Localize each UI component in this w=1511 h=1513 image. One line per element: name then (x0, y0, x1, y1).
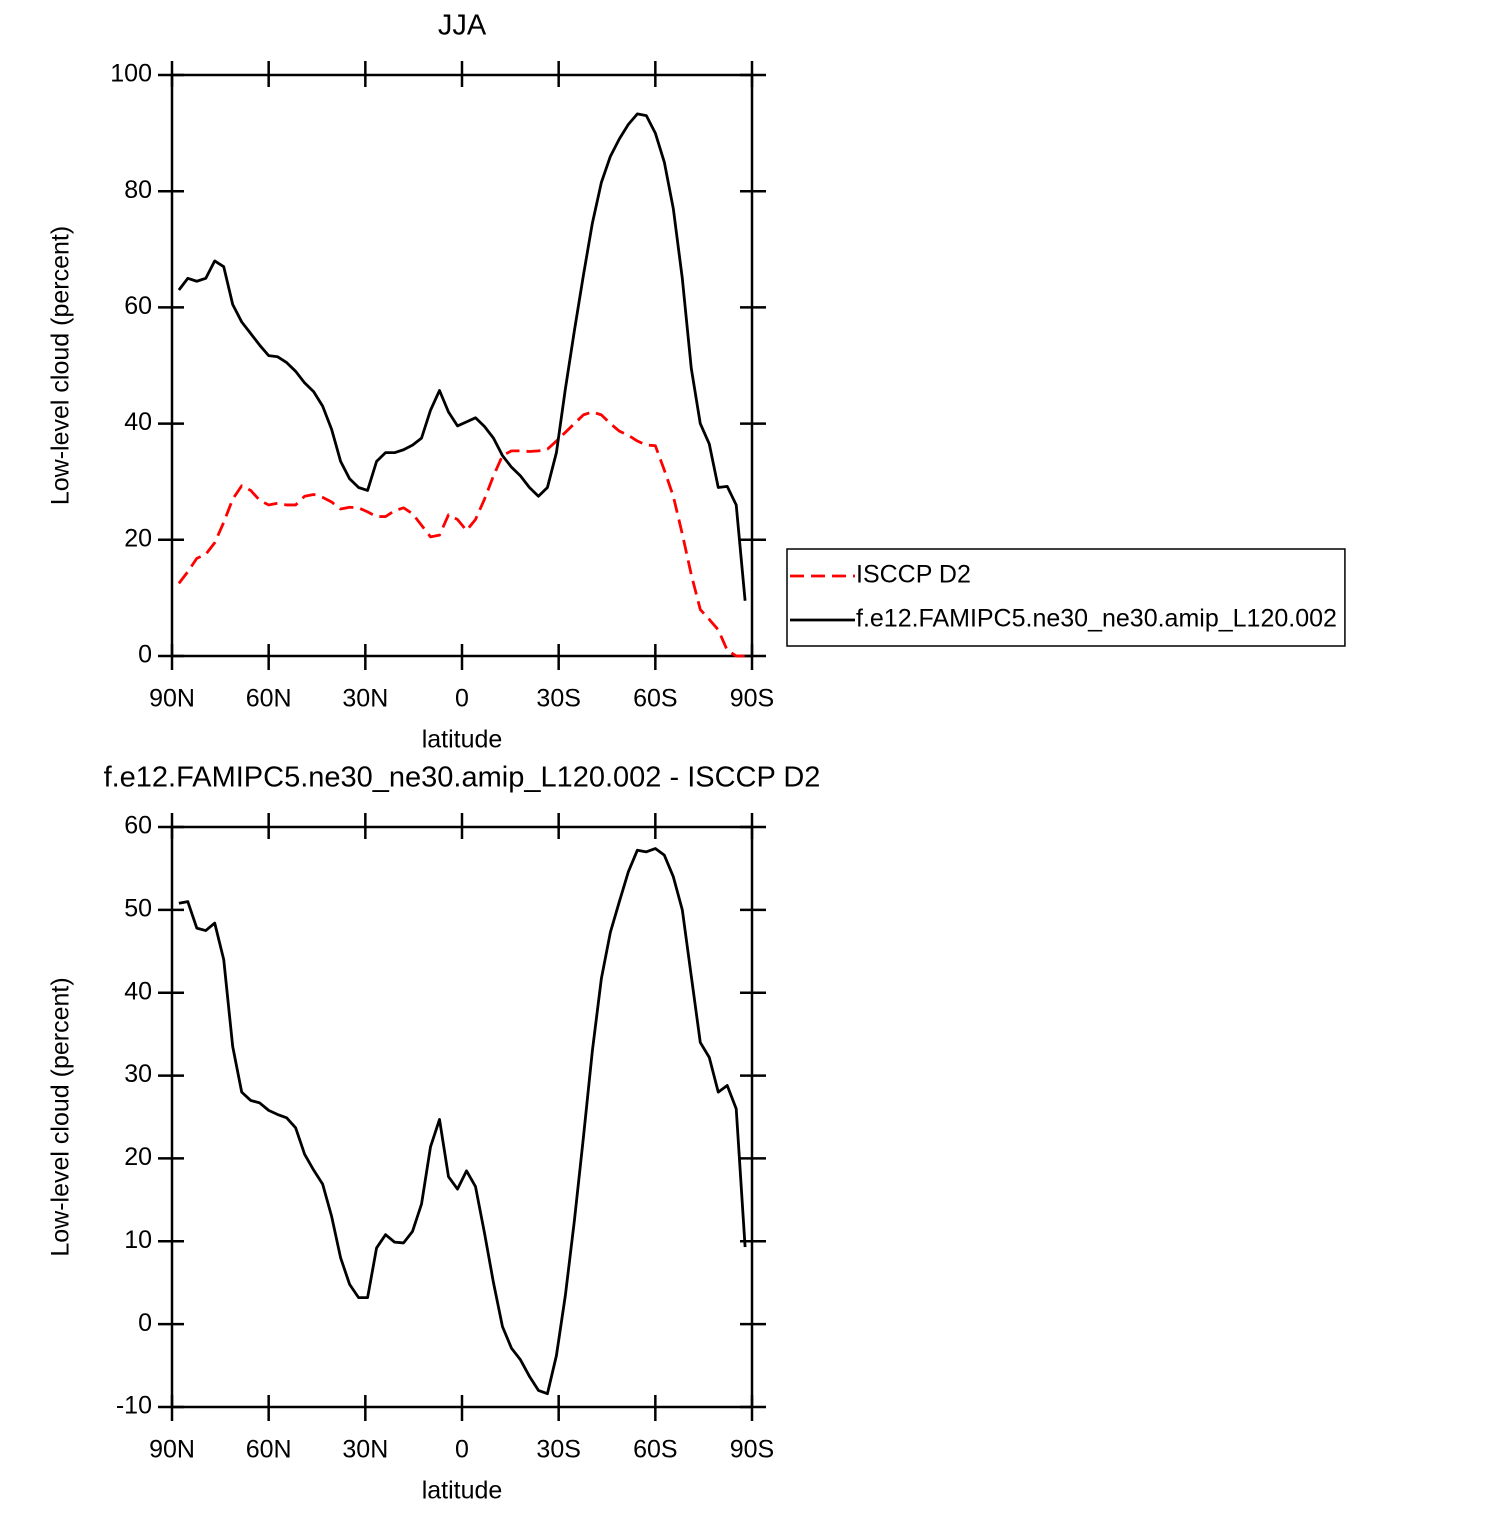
y-tick-label: 60 (124, 812, 152, 840)
x-tick-label: 90N (149, 1436, 195, 1464)
legend-box (786, 548, 1346, 647)
x-tick-label: 60N (246, 1436, 292, 1464)
x-tick-label: 60N (246, 685, 292, 713)
x-tick-label: 90N (149, 685, 195, 713)
y-tick-label: 0 (138, 641, 152, 669)
y-tick-label: 0 (138, 1309, 152, 1337)
x-tick-label: 60S (633, 1436, 677, 1464)
chart-title: f.e12.FAMIPC5.ne30_ne30.amip_L120.002 - … (104, 762, 821, 794)
y-tick-label: 20 (124, 1143, 152, 1171)
y-tick-label: 20 (124, 524, 152, 552)
x-tick-label: 60S (633, 685, 677, 713)
y-tick-label: 40 (124, 408, 152, 436)
y-tick-label: 100 (110, 60, 152, 88)
data-line (178, 847, 747, 1396)
y-tick-label: 10 (124, 1226, 152, 1254)
x-tick-label: 30S (536, 1436, 580, 1464)
x-tick-label: 90S (730, 1436, 774, 1464)
y-tick-label: 80 (124, 176, 152, 204)
data-line (177, 410, 746, 658)
x-tick-label: 90S (730, 685, 774, 713)
plot-frame (170, 825, 754, 1409)
y-tick-label: 30 (124, 1060, 152, 1088)
x-axis-label: latitude (422, 1477, 503, 1505)
x-tick-label: 30N (342, 1436, 388, 1464)
x-tick-label: 0 (455, 1436, 469, 1464)
chart-title: JJA (438, 10, 487, 42)
x-tick-label: 30N (342, 685, 388, 713)
legend-text: f.e12.FAMIPC5.ne30_ne30.amip_L120.002 (856, 605, 1337, 633)
y-axis-label: Low-level cloud (percent) (47, 226, 75, 505)
x-axis-label: latitude (422, 726, 503, 754)
data-line (177, 112, 747, 601)
x-tick-label: 30S (536, 685, 580, 713)
y-tick-label: 40 (124, 977, 152, 1005)
legend-text: ISCCP D2 (856, 561, 971, 589)
y-tick-label: 60 (124, 292, 152, 320)
legend: ISCCP D2 f.e12.FAMIPC5.ne30_ne30.amip_L12… (786, 548, 1346, 647)
x-tick-label: 0 (455, 685, 469, 713)
y-axis-label: Low-level cloud (percent) (47, 977, 75, 1256)
y-tick-label: 50 (124, 894, 152, 922)
y-tick-label: -10 (116, 1392, 152, 1420)
